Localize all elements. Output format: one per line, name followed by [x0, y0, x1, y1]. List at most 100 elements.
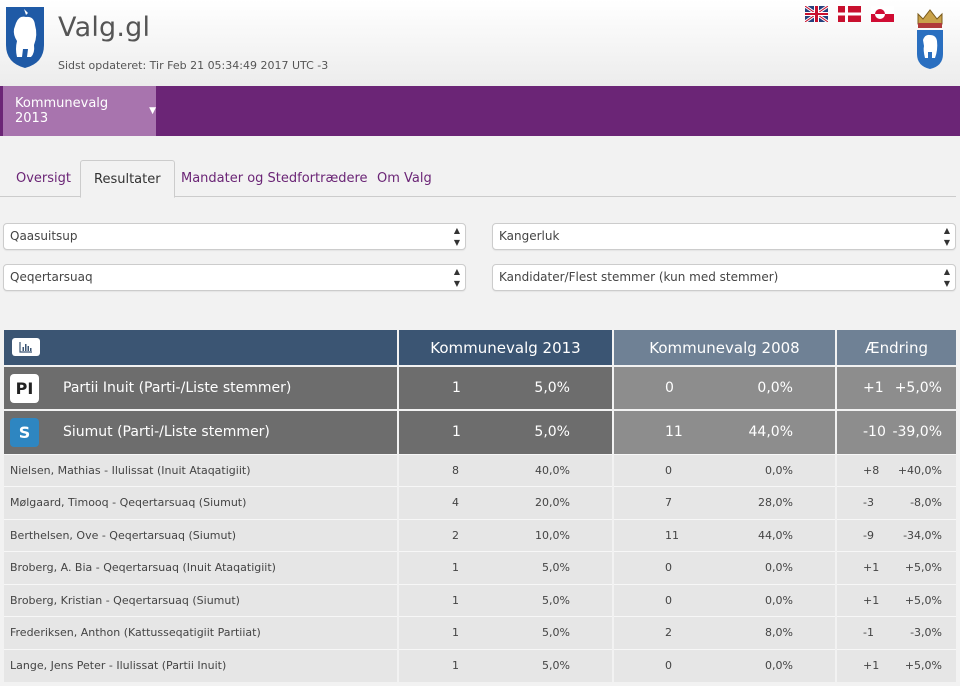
pct-2013: 5,0%: [542, 561, 570, 575]
pct-change: -8,0%: [910, 496, 942, 510]
candidate-name: Berthelsen, Ove - Qeqertarsuaq (Siumut): [4, 518, 399, 552]
pct-2008: 44,0%: [758, 528, 793, 542]
votes-change: +1: [863, 380, 884, 396]
column-header-2008[interactable]: Kommunevalg 2008: [613, 330, 837, 366]
area-select[interactable]: Qeqertarsuaq ▲ ▼: [3, 264, 466, 291]
pct-2008: 0,0%: [757, 380, 793, 396]
tab-oversigt[interactable]: Oversigt: [16, 171, 72, 186]
votes-change: +8: [863, 463, 880, 477]
votes-2013: 1: [452, 380, 461, 396]
candidate-row[interactable]: Frederiksen, Anthon (Kattusseqatigiit Pa…: [4, 616, 956, 649]
votes-2013: 4: [452, 496, 459, 510]
votes-change: -3: [863, 496, 874, 510]
pct-change: +40,0%: [897, 463, 942, 477]
party-badge-s: S: [10, 417, 39, 447]
votes-2013: 8: [452, 463, 459, 477]
district-select[interactable]: Kangerluk ▲ ▼: [492, 223, 956, 250]
pct-change: -3,0%: [910, 626, 942, 640]
english-flag-icon[interactable]: [805, 6, 828, 22]
pct-2008: 0,0%: [765, 659, 793, 672]
tab-om-valg[interactable]: Om Valg: [377, 171, 432, 186]
danish-flag-icon[interactable]: [838, 6, 861, 22]
tab-resultater[interactable]: Resultater: [80, 160, 175, 198]
candidate-row[interactable]: Broberg, Kristian - Qeqertarsuaq (Siumut…: [4, 583, 956, 617]
municipality-select[interactable]: Qaasuitsup ▲ ▼: [3, 223, 466, 250]
pct-2013: 40,0%: [535, 463, 570, 477]
votes-2008: 11: [665, 528, 679, 542]
pct-2013: 5,0%: [534, 380, 570, 396]
column-header-2013[interactable]: Kommunevalg 2013: [398, 330, 614, 366]
view-select[interactable]: Kandidater/Flest stemmer (kun med stemme…: [492, 264, 956, 291]
pct-change: -34,0%: [903, 528, 942, 542]
caret-down-icon: ▼: [149, 106, 156, 116]
candidate-name: Nielsen, Mathias - Ilulissat (Inuit Ataq…: [4, 453, 399, 487]
candidate-row[interactable]: Mølgaard, Timooq - Qeqertarsuaq (Siumut)…: [4, 486, 956, 519]
votes-change: -1: [863, 626, 874, 640]
pct-2008: 44,0%: [748, 424, 793, 441]
pct-change: +5,0%: [904, 659, 942, 672]
pct-2013: 5,0%: [542, 659, 570, 672]
candidate-name: Broberg, Kristian - Qeqertarsuaq (Siumut…: [4, 583, 399, 617]
votes-2008: 7: [665, 496, 672, 510]
party-name: Siumut (Parti-/Liste stemmer): [63, 424, 270, 441]
greenland-coat-of-arms-logo[interactable]: [4, 5, 46, 69]
votes-2008: 0: [665, 593, 672, 607]
site-title[interactable]: Valg.gl: [58, 12, 151, 43]
pct-2013: 5,0%: [534, 424, 570, 441]
election-dropdown-label: Kommunevalg 2013: [15, 96, 109, 126]
tab-mandater[interactable]: Mandater og Stedfortrædere: [181, 171, 368, 186]
tab-bar: Oversigt Resultater Mandater og Stedfort…: [0, 160, 956, 198]
candidate-row[interactable]: Broberg, A. Bia - Qeqertarsuaq (Inuit At…: [4, 551, 956, 584]
district-select-value: Kangerluk: [499, 229, 560, 243]
language-flags: [805, 6, 894, 22]
bar-chart-icon: [19, 341, 32, 353]
chart-toggle-button[interactable]: [12, 338, 40, 357]
greenlandic-flag-icon[interactable]: [871, 6, 894, 22]
pct-change: -39,0%: [892, 424, 942, 441]
votes-2013: 1: [452, 561, 459, 575]
pct-2008: 0,0%: [765, 561, 793, 575]
candidate-name: Broberg, A. Bia - Qeqertarsuaq (Inuit At…: [4, 551, 399, 584]
pct-2008: 8,0%: [765, 626, 793, 640]
municipality-select-value: Qaasuitsup: [10, 229, 78, 243]
pct-2008: 28,0%: [758, 496, 793, 510]
candidate-row[interactable]: Nielsen, Mathias - Ilulissat (Inuit Ataq…: [4, 453, 956, 487]
votes-2008: 0: [665, 463, 672, 477]
votes-2013: 2: [452, 528, 459, 542]
pct-2008: 0,0%: [765, 463, 793, 477]
votes-change: -10: [863, 424, 886, 441]
royal-crest-icon: [917, 9, 943, 69]
candidate-row[interactable]: Lange, Jens Peter - Ilulissat (Partii In…: [4, 648, 956, 682]
results-header-row: Kommunevalg 2013 Kommunevalg 2008 Ændrin…: [4, 330, 956, 366]
pct-change: +5,0%: [904, 561, 942, 575]
election-dropdown[interactable]: Kommunevalg 2013 ▼: [3, 86, 156, 136]
select-arrows-icon: ▲ ▼: [943, 266, 950, 288]
party-badge-pi: PI: [10, 373, 39, 403]
pct-change: +5,0%: [904, 593, 942, 607]
votes-2008: 2: [665, 626, 672, 640]
column-header-change[interactable]: Ændring: [836, 330, 956, 366]
party-row[interactable]: S Siumut (Parti-/Liste stemmer) 1 5,0% 11 4…: [4, 409, 956, 454]
votes-change: -9: [863, 528, 874, 542]
select-arrows-icon: ▲ ▼: [453, 225, 460, 247]
votes-2013: 1: [452, 659, 459, 672]
party-row[interactable]: PI Partii Inuit (Parti-/Liste stemmer) 1 5…: [4, 365, 956, 410]
area-select-value: Qeqertarsuaq: [10, 270, 93, 284]
view-select-value: Kandidater/Flest stemmer (kun med stemme…: [499, 270, 779, 284]
votes-change: +1: [863, 561, 880, 575]
votes-2008: 11: [665, 424, 683, 441]
votes-2008: 0: [665, 380, 674, 396]
candidate-row[interactable]: Berthelsen, Ove - Qeqertarsuaq (Siumut) …: [4, 518, 956, 552]
votes-2008: 0: [665, 561, 672, 575]
pct-2008: 0,0%: [765, 593, 793, 607]
candidate-name: Mølgaard, Timooq - Qeqertarsuaq (Siumut): [4, 486, 399, 519]
select-arrows-icon: ▲ ▼: [453, 266, 460, 288]
pct-2013: 5,0%: [542, 626, 570, 640]
pct-2013: 20,0%: [535, 496, 570, 510]
select-arrows-icon: ▲ ▼: [943, 225, 950, 247]
last-updated-text: Sidst opdateret: Tir Feb 21 05:34:49 201…: [58, 59, 329, 72]
site-header: Valg.gl Sidst opdateret: Tir Feb 21 05:3…: [0, 0, 960, 86]
pct-change: +5,0%: [894, 380, 942, 396]
candidate-name: Lange, Jens Peter - Ilulissat (Partii In…: [4, 648, 399, 682]
votes-2008: 0: [665, 659, 672, 672]
